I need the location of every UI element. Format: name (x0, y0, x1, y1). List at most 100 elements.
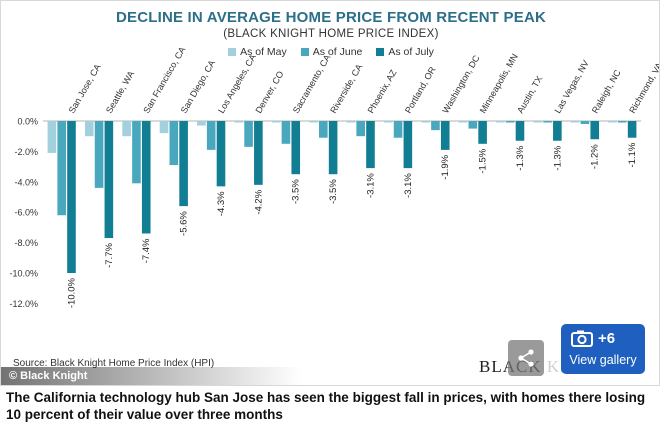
category-label: Riverside, CA (328, 62, 364, 115)
bar-as-of-june (244, 121, 253, 147)
bar-as-of-june (393, 121, 403, 138)
data-label: -3.5% (291, 179, 302, 204)
share-icon (518, 349, 534, 367)
bar-as-of-june (468, 121, 478, 129)
bar-as-of-july (179, 121, 188, 207)
bar-as-of-may (84, 121, 94, 137)
image-caption: The California technology hub San Jose h… (6, 390, 646, 422)
legend-swatch-june (300, 48, 309, 56)
image-credit: © Black Knight (9, 370, 88, 382)
view-gallery-button[interactable]: +6 View gallery (561, 324, 645, 374)
category-label: Portland, OR (403, 65, 438, 115)
category-label: San Jose, CA (67, 62, 103, 115)
category-label: San Diego, CA (179, 58, 217, 115)
data-label: -7.7% (104, 242, 115, 267)
data-label: -10.0% (66, 277, 77, 308)
data-label: -3.1% (403, 173, 414, 198)
bar-as-of-may (159, 121, 169, 134)
bar-as-of-may (309, 121, 318, 123)
bar-as-of-july (440, 121, 450, 150)
bar-as-of-may (383, 121, 393, 123)
bar-as-of-june (94, 121, 104, 188)
data-label: -1.3% (515, 145, 526, 170)
y-tick-label: -2.0% (14, 147, 38, 157)
gallery-count: +6 (598, 330, 616, 347)
chart-source: Source: Black Knight Home Price Index (H… (13, 358, 215, 369)
y-tick-label: -12.0% (9, 299, 38, 309)
credit-overlay (1, 367, 301, 385)
bar-as-of-june (356, 121, 365, 137)
legend-label-june: As of June (312, 46, 363, 58)
gallery-top: +6 (571, 330, 615, 347)
bar-as-of-june (618, 121, 627, 123)
category-label: Phoenix, AZ (366, 68, 399, 115)
chart-subtitle: (BLACK KNIGHT HOME PRICE INDEX) (223, 28, 439, 40)
bar-as-of-june (206, 121, 216, 150)
bar-as-of-july (291, 121, 301, 175)
data-label: -3.1% (365, 173, 376, 198)
bar-as-of-may (346, 121, 356, 123)
y-tick-label: -4.0% (14, 177, 38, 187)
y-tick-label: -6.0% (14, 208, 38, 218)
bar-as-of-may (458, 121, 468, 123)
data-label: -3.5% (328, 179, 339, 204)
bar-as-of-july (104, 121, 114, 239)
share-button[interactable] (508, 340, 544, 376)
bar-as-of-june (169, 121, 179, 166)
bar-chart-plot: 0.0% -2.0% -4.0% -6.0% -8.0% -10.0% -12.0% San … (9, 45, 660, 309)
category-label: Denver, CO (253, 69, 285, 115)
data-label: -1.2% (590, 144, 601, 169)
chart-figure: DECLINE IN AVERAGE HOME PRICE FROM RECEN… (0, 0, 660, 386)
bar-as-of-may (533, 121, 543, 123)
data-label: -1.3% (552, 145, 563, 170)
legend-item-june: As of June (300, 46, 363, 58)
category-label: Las Vegas, NV (552, 58, 590, 115)
bar-as-of-may (570, 121, 580, 123)
data-label: -1.5% (478, 148, 489, 173)
category-label: San Francisco, CA (141, 45, 187, 115)
bar-as-of-july (328, 121, 338, 175)
data-label: -7.4% (141, 238, 152, 263)
bar-as-of-july (216, 121, 226, 187)
legend-label-july: As of July (388, 46, 434, 58)
y-tick-label: 0.0% (17, 117, 38, 127)
bar-as-of-june (505, 121, 515, 123)
legend-item-may: As of May (228, 46, 287, 58)
bar-as-of-may (234, 121, 244, 123)
category-label: Minneapolis, MN (478, 52, 520, 115)
bar-as-of-july (553, 121, 562, 141)
bar-as-of-june (319, 121, 328, 138)
category-label: Austin, TX (515, 74, 544, 115)
bar-as-of-july (366, 121, 375, 169)
data-label: -1.9% (440, 154, 451, 179)
data-label: -5.6% (179, 211, 190, 236)
category-label: Raleigh, NC (590, 68, 623, 115)
category-label: Washington, DC (440, 53, 482, 115)
y-tick-label: -8.0% (14, 238, 38, 248)
bar-as-of-june (431, 121, 440, 131)
bar-as-of-may (271, 121, 281, 123)
bar-as-of-may (47, 121, 57, 153)
bar-as-of-july (478, 121, 487, 144)
bar-as-of-may (197, 121, 206, 126)
category-label: Seattle, WA (104, 69, 136, 115)
bar-as-of-may (122, 121, 131, 137)
category-label: Los Angeles, CA (216, 52, 258, 115)
bar-as-of-july (141, 121, 151, 234)
bar-as-of-july (67, 121, 76, 273)
legend-label-may: As of May (240, 46, 287, 58)
chart-legend: As of May As of June As of July (1, 46, 659, 58)
bar-as-of-june (543, 121, 552, 123)
legend-swatch-may (228, 48, 237, 56)
legend-item-july: As of July (376, 46, 434, 58)
bar-as-of-may (496, 121, 505, 123)
bar-as-of-june (580, 121, 590, 125)
camera-icon (571, 330, 593, 347)
bar-as-of-july (590, 121, 600, 140)
data-label: -4.2% (253, 189, 264, 214)
bar-as-of-may (421, 121, 430, 123)
category-label: Richmond, VA (627, 61, 660, 115)
bar-as-of-may (608, 121, 617, 123)
bar-as-of-july (403, 121, 413, 169)
legend-swatch-july (376, 48, 385, 56)
